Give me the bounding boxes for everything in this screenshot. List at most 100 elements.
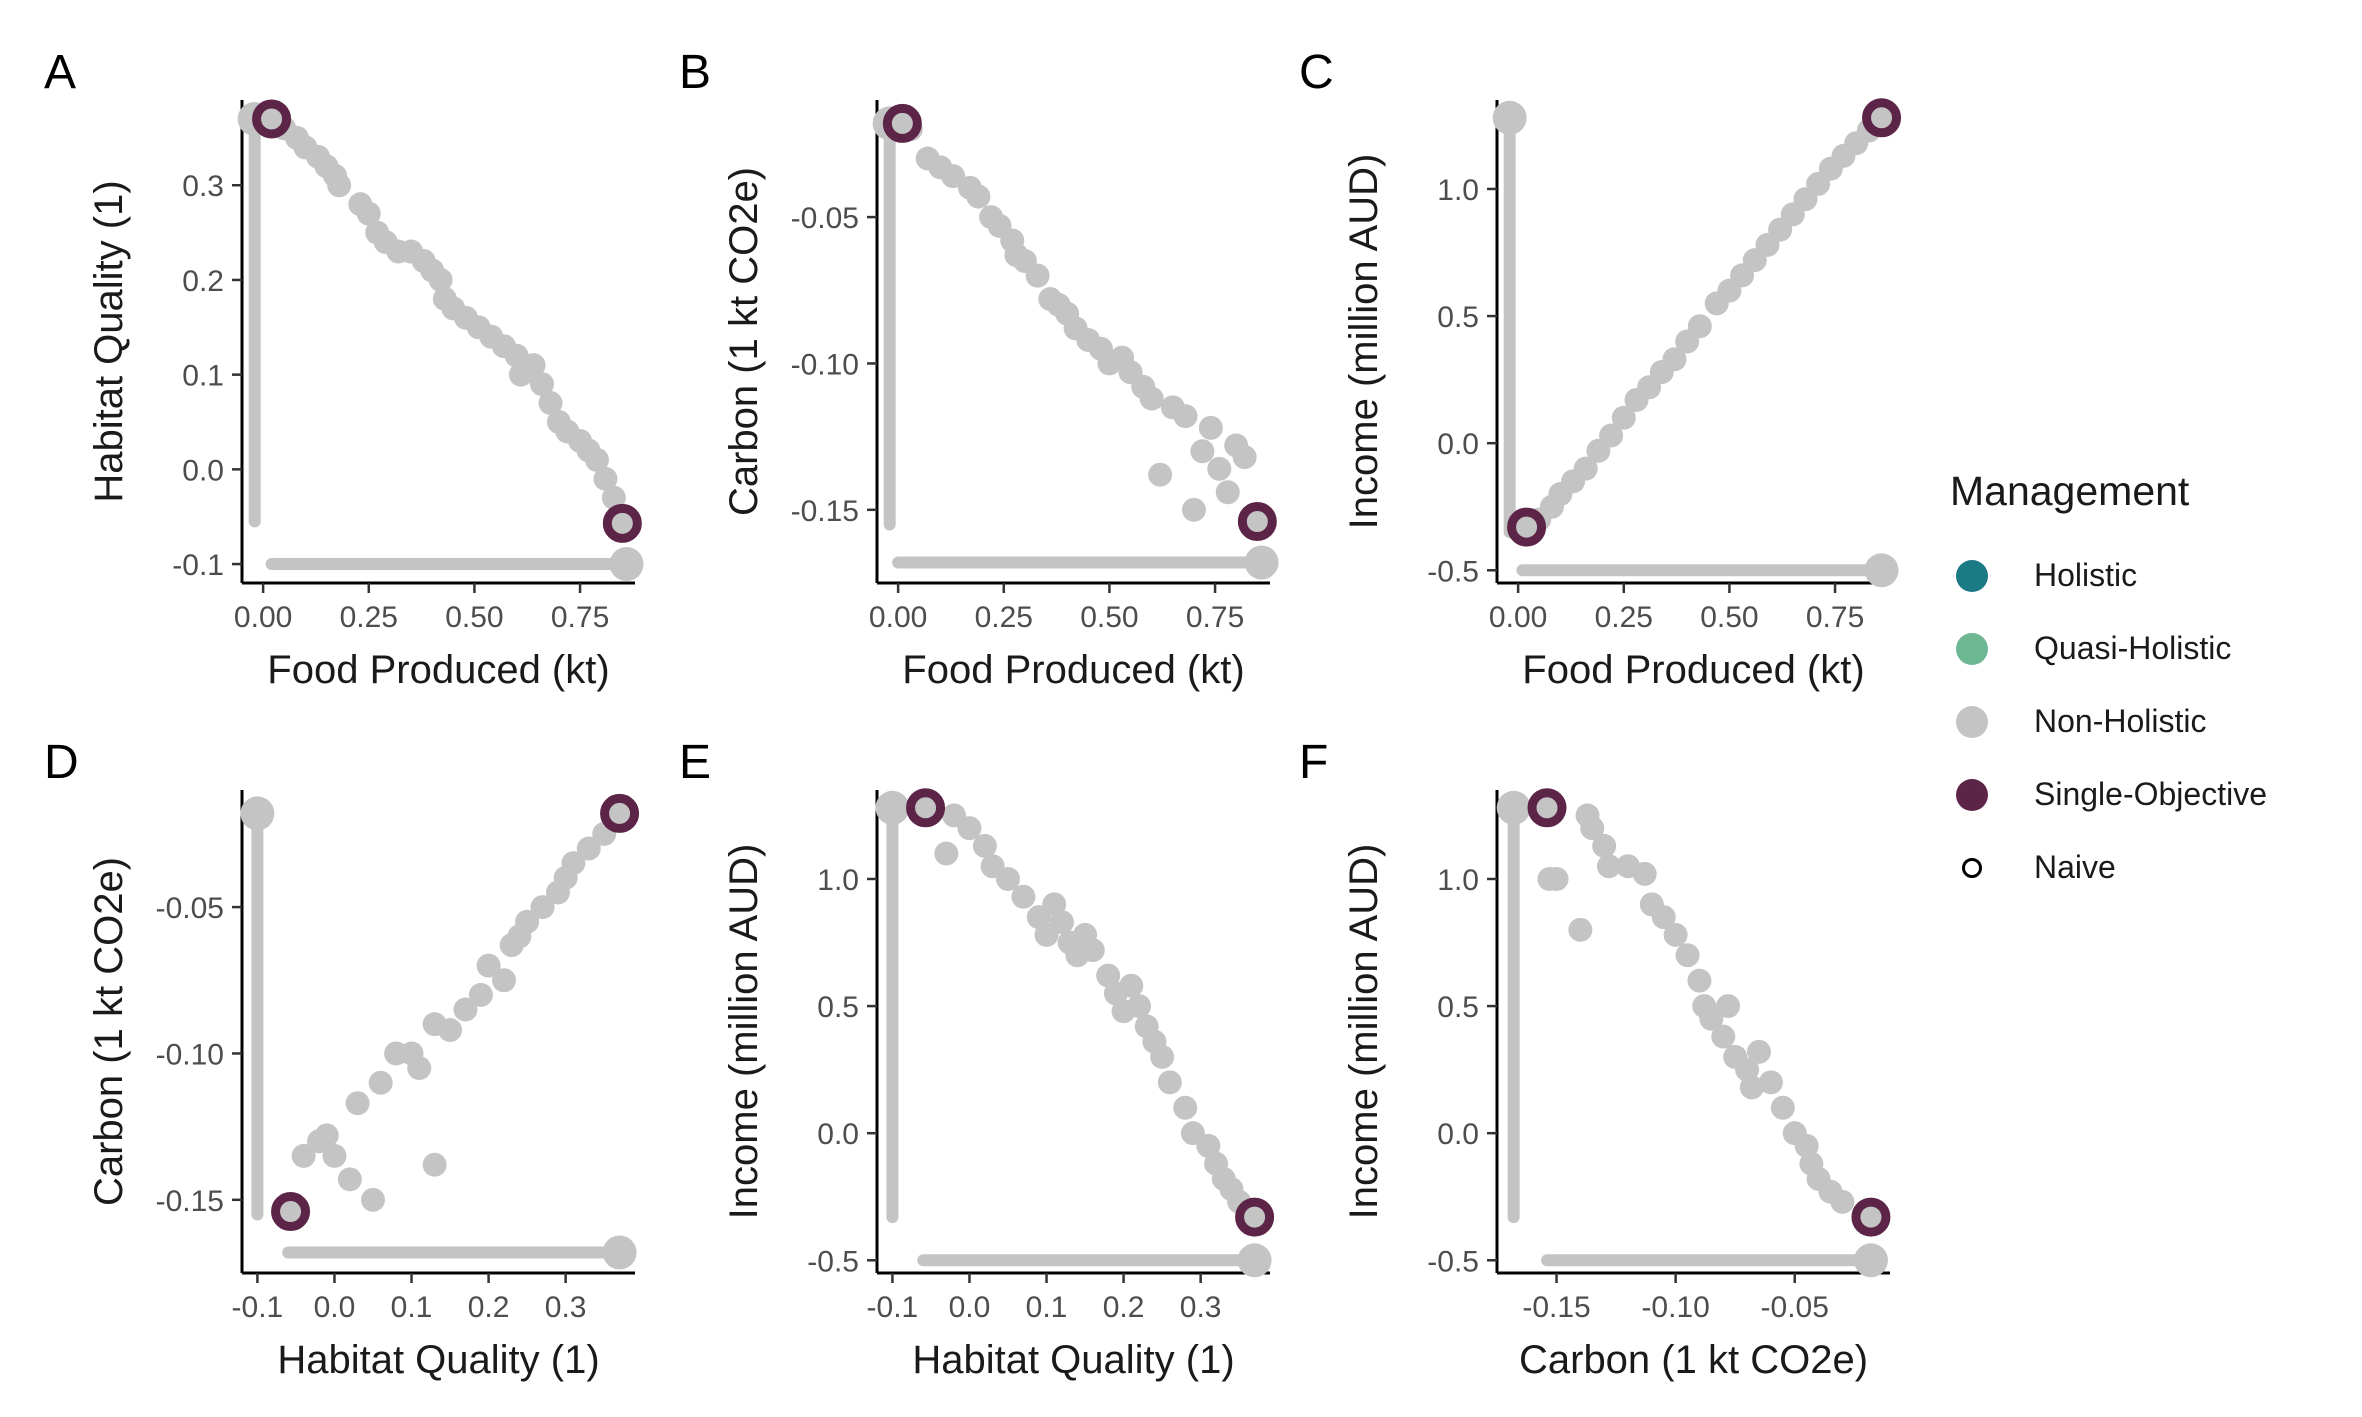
non-holistic-point bbox=[1632, 861, 1657, 886]
x-tick-label: 0.00 bbox=[869, 601, 927, 634]
legend-item-single-objective: Single-Objective bbox=[1950, 758, 2267, 831]
y-tick-label: 0.5 bbox=[1437, 301, 1479, 334]
non-holistic-point bbox=[1580, 816, 1605, 841]
naive-end-point bbox=[1237, 1243, 1272, 1278]
non-holistic-point bbox=[601, 485, 626, 510]
non-holistic-point bbox=[428, 267, 453, 292]
y-tick-label: -0.05 bbox=[791, 202, 859, 235]
single-objective-point bbox=[1235, 1197, 1275, 1237]
non-holistic-point bbox=[407, 1056, 432, 1081]
naive-end-point bbox=[875, 790, 910, 825]
non-holistic-point bbox=[972, 833, 997, 858]
non-holistic-point bbox=[1687, 968, 1712, 993]
x-tick-label: 0.0 bbox=[949, 1291, 991, 1324]
non-holistic-point bbox=[1687, 314, 1712, 339]
y-tick-label: -0.5 bbox=[807, 1245, 859, 1278]
x-tick-label: 0.2 bbox=[468, 1291, 510, 1324]
x-axis-label: Carbon (1 kt CO2e) bbox=[1519, 1338, 1868, 1382]
x-tick-label: 0.0 bbox=[314, 1291, 356, 1324]
x-axis-label: Food Produced (kt) bbox=[267, 648, 609, 692]
non-holistic-point bbox=[1011, 884, 1036, 909]
y-tick-label: 0.0 bbox=[817, 1118, 859, 1151]
x-axis-label: Habitat Quality (1) bbox=[277, 1338, 599, 1382]
x-tick-label: 0.25 bbox=[340, 601, 398, 634]
y-tick-label: 0.0 bbox=[182, 454, 224, 487]
non-holistic-point bbox=[521, 353, 546, 378]
naive-end-point bbox=[1244, 545, 1279, 580]
x-axis-label: Habitat Quality (1) bbox=[912, 1338, 1234, 1382]
legend-label: Non-Holistic bbox=[2034, 703, 2207, 739]
x-tick-label: 0.25 bbox=[1595, 601, 1653, 634]
single-objective-point bbox=[600, 793, 640, 833]
non-holistic-point bbox=[314, 1123, 339, 1148]
non-holistic-point bbox=[941, 164, 966, 189]
single-objective-point bbox=[1851, 1197, 1891, 1237]
non-holistic-point bbox=[1049, 910, 1074, 935]
y-tick-label: 1.0 bbox=[1437, 864, 1479, 897]
non-holistic-point bbox=[1651, 905, 1676, 930]
non-holistic-point bbox=[1119, 973, 1144, 998]
single-objective-point bbox=[1237, 502, 1277, 542]
non-holistic-point bbox=[1611, 405, 1636, 430]
non-holistic-point bbox=[934, 841, 959, 866]
non-holistic-point bbox=[1215, 480, 1240, 505]
naive-end-point bbox=[1853, 1243, 1888, 1278]
y-tick-label: 0.0 bbox=[1437, 1118, 1479, 1151]
naive-end-point bbox=[1492, 100, 1527, 135]
non-holistic-point bbox=[1127, 994, 1151, 1019]
non-holistic-point bbox=[593, 466, 618, 491]
single-objective-point bbox=[906, 788, 946, 828]
non-holistic-point bbox=[337, 1167, 362, 1192]
x-tick-label: 0.1 bbox=[391, 1291, 433, 1324]
non-holistic-point bbox=[1830, 1189, 1855, 1214]
x-tick-label: 0.75 bbox=[1186, 601, 1244, 634]
non-holistic-point bbox=[1181, 497, 1206, 522]
non-holistic-point bbox=[957, 816, 982, 841]
legend-label: Single-Objective bbox=[2034, 776, 2267, 812]
non-holistic-point bbox=[530, 895, 555, 920]
non-holistic-point bbox=[327, 173, 352, 198]
x-tick-label: 0.00 bbox=[234, 601, 292, 634]
x-tick-label: 0.50 bbox=[445, 601, 503, 634]
single-objective-point bbox=[1527, 788, 1567, 828]
legend-title: Management bbox=[1950, 468, 2190, 514]
y-axis-label: Carbon (1 kt CO2e) bbox=[722, 167, 766, 516]
y-tick-label: -0.1 bbox=[172, 549, 224, 582]
non-holistic-point bbox=[1716, 994, 1741, 1019]
x-tick-label: -0.15 bbox=[1522, 1291, 1590, 1324]
legend-key-holistic bbox=[1956, 559, 1988, 592]
panel-label-c: C bbox=[1299, 46, 1334, 99]
single-objective-point bbox=[1862, 98, 1902, 138]
x-tick-label: 0.50 bbox=[1700, 601, 1758, 634]
legend: Management Holistic Quasi-Holistic Non-H… bbox=[1950, 468, 2267, 904]
non-holistic-point bbox=[1663, 922, 1688, 947]
non-holistic-point bbox=[966, 184, 991, 209]
single-objective-point bbox=[602, 503, 642, 543]
y-axis-label: Carbon (1 kt CO2e) bbox=[87, 857, 131, 1206]
non-holistic-point bbox=[1662, 347, 1687, 372]
non-holistic-point bbox=[476, 953, 501, 978]
non-holistic-point bbox=[368, 1070, 393, 1095]
non-holistic-point bbox=[1025, 263, 1050, 288]
y-axis-label: Income (million AUD) bbox=[1342, 154, 1386, 530]
y-tick-label: 1.0 bbox=[1437, 174, 1479, 207]
y-axis-label: Habitat Quality (1) bbox=[87, 180, 131, 502]
x-tick-label: -0.10 bbox=[1641, 1291, 1709, 1324]
naive-end-point bbox=[1496, 790, 1531, 825]
non-holistic-point bbox=[1711, 1024, 1736, 1049]
y-tick-label: -0.10 bbox=[156, 1038, 224, 1071]
y-tick-label: 0.5 bbox=[817, 991, 859, 1024]
x-tick-label: -0.1 bbox=[867, 1291, 919, 1324]
x-tick-label: 0.75 bbox=[1806, 601, 1864, 634]
single-objective-point bbox=[882, 103, 922, 143]
legend-key-single-objective bbox=[1956, 778, 1988, 811]
non-holistic-point bbox=[1139, 386, 1164, 411]
non-holistic-point bbox=[530, 372, 555, 397]
non-holistic-point bbox=[1080, 938, 1105, 963]
legend-label: Naive bbox=[2034, 849, 2116, 885]
naive-end-point bbox=[602, 1235, 637, 1270]
x-tick-label: 0.3 bbox=[545, 1291, 587, 1324]
single-objective-point bbox=[271, 1192, 311, 1232]
non-holistic-point bbox=[492, 968, 516, 993]
